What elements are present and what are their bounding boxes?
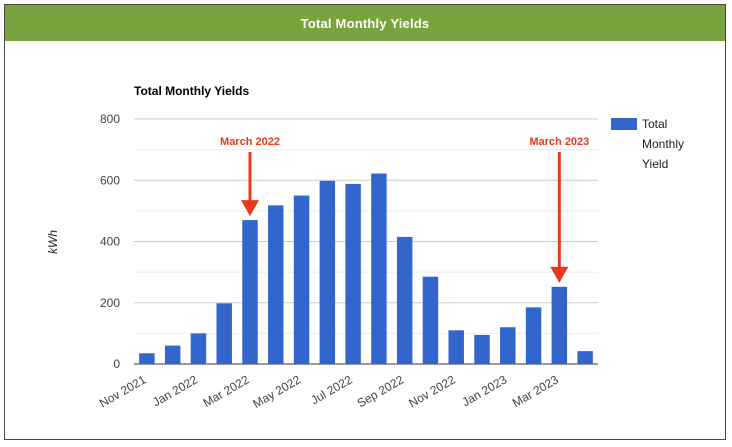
bar[interactable] bbox=[500, 327, 516, 364]
bar[interactable] bbox=[345, 183, 361, 364]
bar[interactable] bbox=[396, 236, 413, 364]
x-tick-label: Nov 2021 bbox=[97, 372, 149, 410]
x-tick-label: Sep 2022 bbox=[355, 372, 407, 410]
bar[interactable] bbox=[474, 334, 490, 364]
bar[interactable] bbox=[551, 286, 568, 364]
annotation-label: March 2022 bbox=[220, 136, 280, 148]
legend-label-line: Total bbox=[642, 117, 667, 131]
legend-swatch bbox=[611, 118, 637, 130]
legend-label-line: Monthly bbox=[642, 137, 684, 151]
x-tick-label: Nov 2022 bbox=[406, 372, 458, 410]
x-tick-label: Jan 2022 bbox=[150, 372, 200, 409]
legend-label: Total Monthly Yield bbox=[642, 117, 684, 171]
bar[interactable] bbox=[293, 195, 310, 364]
x-tick-label: Jul 2022 bbox=[308, 372, 355, 407]
y-tick-label: 400 bbox=[100, 235, 120, 249]
x-tick-label: Mar 2023 bbox=[510, 372, 561, 410]
bar[interactable] bbox=[268, 205, 284, 364]
chart-panel: Total Monthly Yields bbox=[4, 4, 726, 440]
bar[interactable] bbox=[164, 345, 181, 364]
x-tick-label: May 2022 bbox=[250, 372, 303, 411]
chart-title: Total Monthly Yields bbox=[134, 84, 249, 98]
x-tick-label: Jan 2023 bbox=[460, 372, 510, 409]
bar[interactable] bbox=[190, 333, 207, 364]
x-tick-label: Mar 2022 bbox=[201, 372, 252, 410]
y-tick-label: 0 bbox=[113, 357, 120, 371]
y-axis-label: kWh bbox=[46, 230, 60, 254]
legend-label-line: Yield bbox=[642, 157, 668, 171]
annotation-arrow-head bbox=[550, 266, 569, 283]
y-tick-label: 800 bbox=[100, 112, 120, 126]
bars bbox=[139, 173, 593, 364]
panel-title: Total Monthly Yields bbox=[5, 5, 725, 41]
y-tick-label: 200 bbox=[100, 296, 120, 310]
bar[interactable] bbox=[525, 307, 542, 364]
bar[interactable] bbox=[448, 330, 464, 364]
annotation-arrow-head bbox=[241, 200, 259, 217]
bar[interactable] bbox=[139, 353, 155, 364]
bar[interactable] bbox=[371, 173, 387, 364]
y-tick-labels: 0 200 400 600 800 bbox=[100, 112, 120, 371]
y-tick-label: 600 bbox=[100, 173, 120, 187]
bar[interactable] bbox=[422, 276, 439, 364]
bar[interactable] bbox=[242, 220, 258, 364]
annotations: March 2022 March 2023 bbox=[220, 136, 589, 283]
legend[interactable]: Total Monthly Yield bbox=[611, 117, 684, 171]
bar[interactable] bbox=[577, 351, 593, 364]
bar[interactable] bbox=[216, 303, 232, 364]
annotation-label: March 2023 bbox=[529, 136, 589, 148]
gridlines bbox=[134, 118, 598, 365]
bar[interactable] bbox=[319, 180, 336, 364]
